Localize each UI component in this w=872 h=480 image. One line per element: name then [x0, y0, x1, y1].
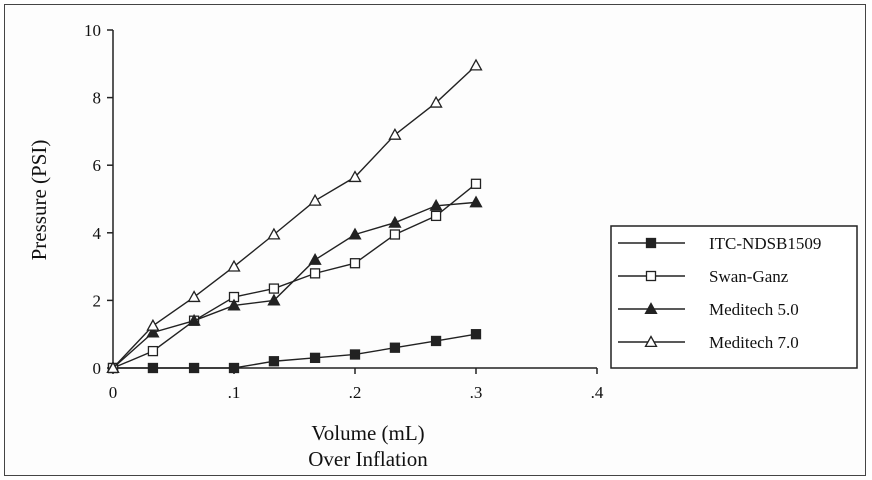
data-point — [348, 170, 362, 183]
y-tick-label: 4 — [93, 224, 102, 243]
y-tick-label: 10 — [84, 21, 101, 40]
legend-entry: Meditech 5.0 — [618, 300, 799, 319]
y-tick-label: 6 — [93, 156, 102, 175]
data-point — [389, 342, 401, 353]
legend-marker — [645, 270, 657, 282]
series-line — [113, 333, 477, 369]
data-point — [470, 178, 482, 189]
y-axis-title: Pressure (PSI) — [27, 140, 51, 261]
x-axis-title: Volume (mL) — [311, 421, 424, 445]
data-point — [349, 258, 361, 269]
data-point — [309, 352, 321, 364]
data-point — [187, 313, 201, 326]
series-line — [112, 201, 477, 369]
series-layer — [106, 58, 483, 374]
legend-label: Swan-Ganz — [709, 267, 789, 286]
data-point — [429, 198, 443, 211]
legend-label: ITC-NDSB1509 — [709, 234, 821, 253]
data-point — [430, 210, 442, 222]
data-point — [268, 283, 280, 294]
x-tick-label: .4 — [591, 383, 604, 402]
x-tick-label: .2 — [349, 383, 362, 402]
data-point — [227, 259, 241, 272]
y-tick-label: 2 — [93, 291, 102, 310]
data-point — [388, 127, 402, 140]
legend-label: Meditech 5.0 — [709, 300, 799, 319]
data-point — [146, 325, 160, 338]
data-point — [389, 229, 401, 240]
data-point — [147, 345, 159, 357]
data-point — [106, 361, 120, 374]
series-2 — [106, 195, 483, 374]
series-0 — [107, 329, 482, 374]
data-point — [349, 349, 361, 360]
legend-entry: ITC-NDSB1509 — [618, 234, 821, 253]
x-tick-label: 0 — [109, 383, 118, 402]
series-3 — [106, 58, 483, 374]
data-point — [188, 362, 200, 374]
data-point — [267, 227, 281, 240]
data-point — [469, 58, 483, 71]
data-point — [348, 227, 362, 240]
data-point — [267, 293, 281, 306]
y-tick-label: 8 — [93, 89, 102, 108]
data-point — [309, 268, 321, 279]
data-point — [308, 253, 322, 265]
data-point — [227, 298, 241, 311]
data-point — [470, 329, 482, 340]
data-point — [147, 362, 159, 374]
legend-marker — [644, 335, 658, 348]
series-line — [112, 64, 477, 369]
legend-entry: Swan-Ganz — [618, 267, 789, 286]
y-tick-label: 0 — [93, 359, 102, 378]
data-point — [430, 335, 442, 347]
data-point — [308, 193, 322, 206]
legend-label: Meditech 7.0 — [709, 333, 799, 352]
x-tick-label: .3 — [470, 383, 483, 402]
legend: ITC-NDSB1509 Swan-Ganz Meditech 5.0 Meditec… — [610, 225, 858, 369]
data-point — [187, 290, 201, 303]
data-point — [469, 195, 483, 208]
legend-entry: Meditech 7.0 — [618, 333, 799, 352]
chart-axes — [112, 30, 597, 369]
legend-marker — [644, 302, 658, 315]
x-tick-label: .1 — [228, 383, 241, 402]
data-point — [146, 318, 160, 331]
data-point — [388, 215, 402, 228]
x-axis-title-line2: Over Inflation — [308, 447, 428, 471]
legend-marker — [645, 237, 657, 249]
axis-ticks: 0 .1 .2 .3 .4 0 2 4 6 8 10 — [84, 21, 604, 402]
data-point — [268, 356, 280, 367]
data-point — [429, 95, 443, 108]
data-point — [228, 362, 240, 374]
